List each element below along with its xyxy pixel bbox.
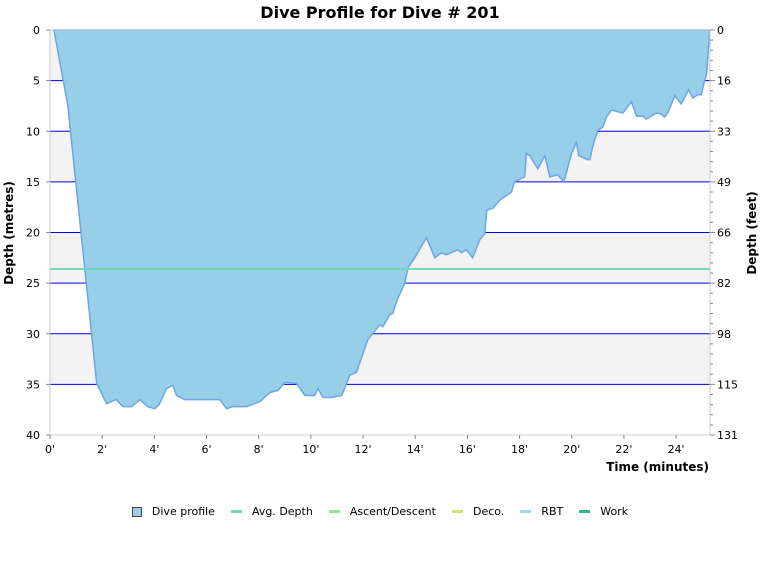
y-tick-label: 5 bbox=[33, 75, 40, 88]
y-tick-label: 40 bbox=[26, 429, 40, 442]
x-tick-label: 18' bbox=[511, 443, 528, 456]
x-tick-label: 14' bbox=[407, 443, 424, 456]
x-tick-label: 16' bbox=[459, 443, 476, 456]
x-axis-label: Time (minutes) bbox=[606, 460, 709, 474]
legend-item[interactable]: Work bbox=[579, 505, 628, 518]
y-axis-label: Depth (metres) bbox=[2, 181, 16, 285]
y2-tick-label: 49 bbox=[717, 176, 731, 189]
legend-label: Ascent/Descent bbox=[349, 505, 436, 518]
legend-swatch bbox=[328, 510, 340, 513]
y2-tick-label: 66 bbox=[717, 227, 731, 240]
y2-tick-label: 115 bbox=[717, 378, 738, 391]
y2-tick-label: 131 bbox=[717, 429, 738, 442]
x-tick-label: 8' bbox=[254, 443, 264, 456]
y-tick-label: 30 bbox=[26, 328, 40, 341]
legend-label: RBT bbox=[541, 505, 564, 518]
x-tick-label: 24' bbox=[668, 443, 685, 456]
legend-label: Dive profile bbox=[151, 505, 215, 518]
y-tick-label: 20 bbox=[26, 227, 40, 240]
x-tick-label: 6' bbox=[202, 443, 212, 456]
legend-swatch bbox=[520, 510, 532, 513]
y2-tick-label: 98 bbox=[717, 328, 731, 341]
legend-item[interactable]: Dive profile bbox=[131, 505, 215, 518]
y2-tick-label: 0 bbox=[717, 24, 724, 37]
legend-swatch bbox=[131, 506, 142, 517]
y-tick-label: 35 bbox=[26, 378, 40, 391]
legend-item[interactable]: RBT bbox=[520, 505, 563, 518]
legend-label: Work bbox=[600, 505, 629, 518]
y-tick-label: 15 bbox=[26, 176, 40, 189]
chart-title: Dive Profile for Dive # 201 bbox=[260, 3, 499, 22]
legend-item[interactable]: Avg. Depth bbox=[230, 505, 313, 518]
y-tick-label: 0 bbox=[33, 24, 40, 37]
legend-item[interactable]: Deco. bbox=[451, 505, 505, 518]
legend-item[interactable]: Ascent/Descent bbox=[328, 505, 436, 518]
legend-swatch bbox=[579, 510, 591, 513]
y-tick-label: 10 bbox=[26, 125, 40, 138]
y2-tick-label: 33 bbox=[717, 125, 731, 138]
x-tick-label: 10' bbox=[302, 443, 319, 456]
legend-label: Deco. bbox=[472, 505, 505, 518]
x-tick-label: 12' bbox=[355, 443, 372, 456]
legend-swatch bbox=[451, 510, 463, 513]
dive-profile-chart: Dive Profile for Dive # 201 0' 2' 4' 6' 8' 10… bbox=[2, 3, 759, 474]
x-tick-label: 2' bbox=[97, 443, 107, 456]
legend-swatch bbox=[230, 510, 242, 513]
y2-tick-label: 82 bbox=[717, 277, 731, 290]
legend-label: Avg. Depth bbox=[251, 505, 313, 518]
x-tick-label: 4' bbox=[149, 443, 159, 456]
x-tick-label: 20' bbox=[563, 443, 580, 456]
x-tick-label: 22' bbox=[615, 443, 632, 456]
legend: Dive profile Avg. Depth Ascent/Descent Deco… bbox=[0, 505, 760, 518]
dive-profile-area bbox=[53, 29, 711, 410]
x-tick-label: 0' bbox=[45, 443, 55, 456]
y2-axis-label: Depth (feet) bbox=[745, 191, 759, 274]
y-tick-label: 25 bbox=[26, 277, 40, 290]
y2-tick-label: 16 bbox=[717, 75, 731, 88]
